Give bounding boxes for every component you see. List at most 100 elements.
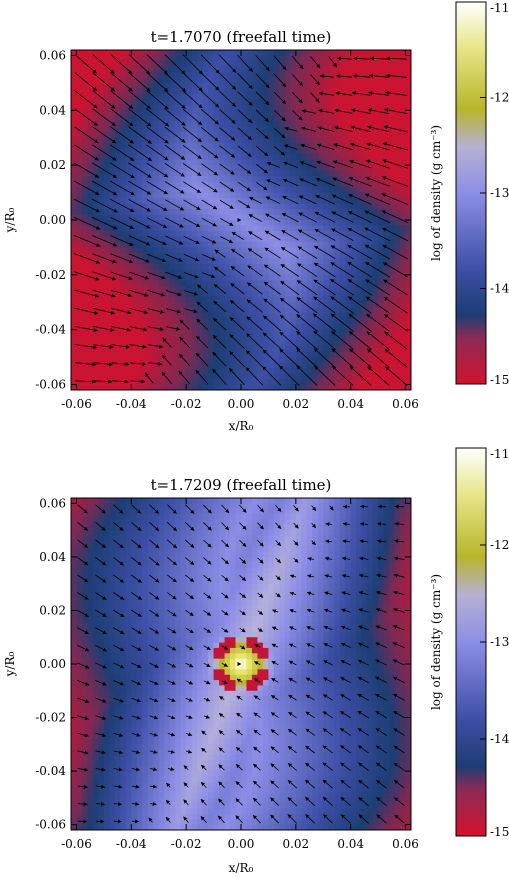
density-cell xyxy=(405,203,411,210)
density-cell xyxy=(158,252,165,259)
density-cell xyxy=(175,82,182,89)
density-cell xyxy=(125,621,132,628)
density-cell xyxy=(235,230,242,238)
density-cell xyxy=(131,373,138,380)
density-cell xyxy=(405,225,411,232)
density-cell xyxy=(180,115,187,122)
colorbar-tick-label: -14 xyxy=(490,282,509,296)
y-tick-label: -0.04 xyxy=(35,323,66,337)
density-cell xyxy=(142,88,149,95)
density-cell xyxy=(76,755,83,761)
density-cell xyxy=(114,60,121,68)
density-cell xyxy=(394,187,401,194)
density-cell xyxy=(273,302,280,309)
density-cell xyxy=(87,712,94,719)
density-cell xyxy=(76,291,83,298)
density-cell xyxy=(345,318,352,325)
density-cell xyxy=(158,285,165,292)
density-cell xyxy=(92,236,100,243)
density-cell xyxy=(312,252,319,259)
density-cell xyxy=(317,357,324,364)
density-cell xyxy=(273,214,280,221)
density-cell xyxy=(164,236,171,243)
density-cell xyxy=(273,192,280,199)
density-cell xyxy=(164,148,171,155)
density-cell xyxy=(71,55,78,62)
density-cell xyxy=(383,368,390,375)
density-cell xyxy=(389,379,396,386)
density-cell xyxy=(109,132,116,139)
density-cell xyxy=(372,373,379,380)
density-cell xyxy=(81,760,89,767)
density-cell xyxy=(125,792,132,799)
velocity-arrow xyxy=(316,160,335,169)
density-cell xyxy=(109,567,116,574)
density-cell xyxy=(306,324,313,331)
density-cell xyxy=(92,680,100,687)
density-cell xyxy=(224,241,231,249)
density-cell xyxy=(180,324,187,331)
density-cell xyxy=(400,368,407,375)
density-cell xyxy=(169,296,176,303)
density-cell xyxy=(378,181,385,188)
density-cell xyxy=(98,551,105,558)
density-cell xyxy=(405,93,411,100)
density-cell xyxy=(131,503,138,510)
density-cell xyxy=(125,335,132,342)
density-cell xyxy=(71,340,78,347)
density-cell xyxy=(81,214,89,221)
density-cell xyxy=(120,674,127,681)
density-cell xyxy=(169,351,176,358)
density-cell xyxy=(389,296,396,303)
density-cell xyxy=(317,115,324,122)
density-cell xyxy=(235,60,242,68)
velocity-arrow xyxy=(266,162,280,168)
density-cell xyxy=(103,696,110,703)
velocity-arrow xyxy=(129,289,149,297)
density-cell xyxy=(339,181,346,188)
density-cell xyxy=(98,674,105,681)
density-cell xyxy=(400,132,407,139)
density-cell xyxy=(378,66,385,73)
density-cell xyxy=(213,214,220,221)
velocity-arrow xyxy=(201,145,219,159)
density-cell xyxy=(109,733,116,740)
density-cell xyxy=(350,379,357,386)
density-cell xyxy=(120,346,127,353)
density-cell xyxy=(235,252,242,259)
density-cell xyxy=(109,755,116,761)
density-cell xyxy=(71,384,78,390)
density-cell xyxy=(71,346,78,353)
density-cell xyxy=(356,126,363,133)
density-cell xyxy=(273,296,280,303)
density-cell xyxy=(142,77,149,84)
density-cell xyxy=(290,82,297,89)
density-cell xyxy=(383,291,390,298)
density-cell xyxy=(71,192,78,199)
density-cell xyxy=(131,209,138,216)
density-cell xyxy=(169,181,176,188)
density-cell xyxy=(241,346,248,353)
density-cell xyxy=(103,346,110,353)
density-cell xyxy=(262,176,270,183)
density-cell xyxy=(246,351,253,358)
density-cell xyxy=(345,187,352,194)
density-cell xyxy=(76,71,83,79)
velocity-arrow xyxy=(266,179,281,186)
density-cell xyxy=(103,776,110,783)
velocity-arrow xyxy=(91,162,118,179)
velocity-arrow xyxy=(110,126,134,144)
density-cell xyxy=(153,110,160,117)
density-cell xyxy=(356,159,363,166)
density-cell xyxy=(230,313,237,320)
density-cell xyxy=(76,181,83,188)
density-cell xyxy=(202,329,209,336)
density-cell xyxy=(109,88,116,95)
density-cell xyxy=(76,263,83,270)
density-cell xyxy=(273,329,280,336)
density-cell xyxy=(136,384,143,390)
density-cell xyxy=(92,335,100,342)
velocity-arrow xyxy=(318,91,334,96)
density-cell xyxy=(103,503,110,510)
density-cell xyxy=(334,384,341,390)
